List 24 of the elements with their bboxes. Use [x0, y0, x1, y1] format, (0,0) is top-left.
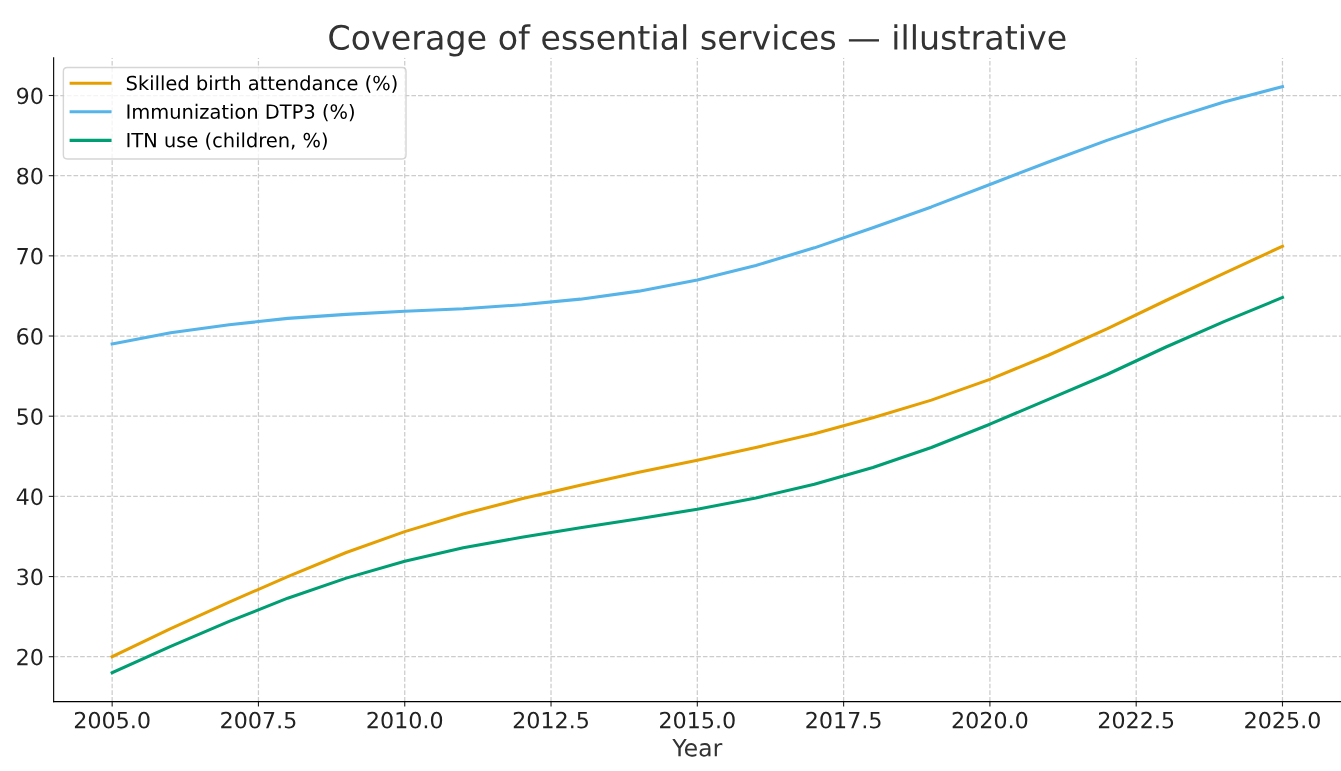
y-tick-label: 50	[17, 408, 43, 425]
y-tick-label: 80	[17, 167, 43, 185]
legend-label: ITN use (children, %)	[127, 132, 327, 150]
x-tick-label: 2005.0	[74, 711, 150, 729]
chart-title: Coverage of essential services — illustrative	[329, 24, 1066, 57]
x-tick-label: 2012.5	[513, 711, 588, 729]
x-tick-label: 2015.0	[660, 711, 735, 729]
x-axis-title: Year	[672, 739, 723, 757]
x-tick-label: 2010.0	[367, 711, 443, 729]
x-tick-label: 2017.5	[806, 711, 881, 729]
line-series	[110, 296, 1285, 675]
y-tick-label: 60	[17, 327, 43, 345]
line-series	[110, 244, 1285, 659]
x-tick-label: 2007.5	[221, 711, 296, 729]
x-tick-label: 2022.5	[1098, 711, 1174, 729]
y-tick-label: 90	[17, 87, 43, 105]
y-tick-label: 20	[17, 648, 43, 666]
y-tick-label: 30	[17, 568, 43, 586]
y-tick-label: 40	[16, 488, 43, 506]
x-tick-label: 2025.0	[1245, 711, 1320, 729]
x-tick-label: 2020.0	[952, 711, 1028, 729]
legend-label: Immunization DTP3 (%)	[127, 103, 354, 122]
legend-label: Skilled birth attendance (%)	[126, 75, 397, 93]
y-tick-label: 70	[17, 247, 43, 265]
